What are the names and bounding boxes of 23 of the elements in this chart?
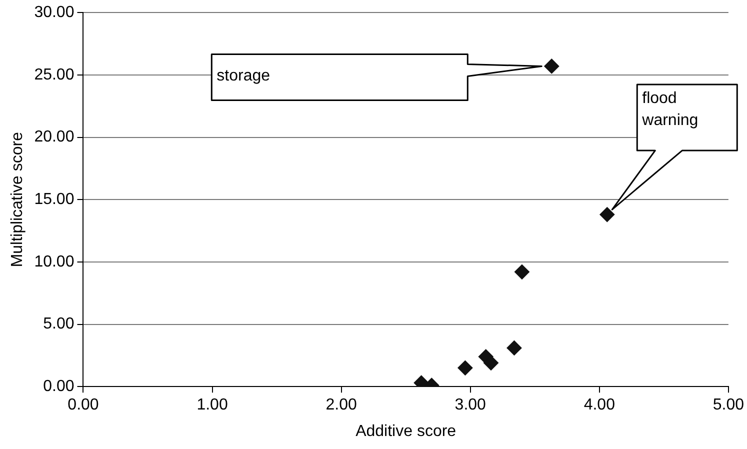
- x-tick-label: 3.00: [454, 396, 486, 414]
- x-tick-label: 2.00: [326, 396, 357, 414]
- point: [600, 207, 615, 222]
- point: [484, 355, 498, 370]
- x-tick-label: 4.00: [584, 396, 616, 414]
- point: [544, 58, 560, 74]
- y-tick-label: 5.00: [43, 316, 74, 333]
- x-tick-label: 0.00: [68, 396, 99, 414]
- x-axis-title: Additive score: [356, 422, 456, 440]
- annotation: storage: [216, 68, 270, 85]
- y-tick-label: 10.00: [34, 253, 74, 270]
- point: [506, 340, 522, 356]
- y-tick-label: 0.00: [43, 378, 74, 396]
- point: [514, 264, 530, 280]
- y-tick-label: 25.00: [34, 66, 74, 84]
- y-tick-label: 30.00: [34, 4, 74, 22]
- point: [458, 360, 473, 376]
- y-tick-label: 20.00: [34, 128, 74, 146]
- y-tick-label: 15.00: [34, 191, 74, 208]
- x-tick-label: 1.00: [196, 396, 228, 414]
- x-tick-label: 5.00: [712, 396, 744, 414]
- y-axis-title: Multiplicative score: [9, 132, 26, 268]
- annotation: flood warning: [641, 90, 698, 129]
